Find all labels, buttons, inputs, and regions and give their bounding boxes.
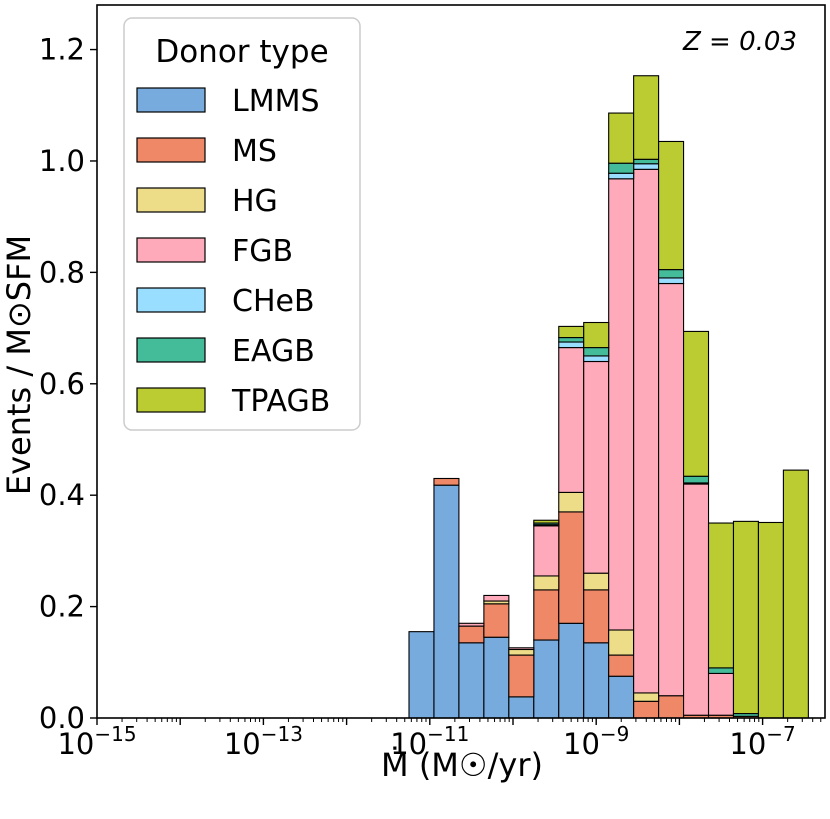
bar-ms-4 (508, 654, 535, 698)
legend-label-eagb: EAGB (232, 334, 315, 369)
bars-group (408, 75, 809, 719)
x-axis: 10−15 10−13 10−11 10−9 10−7 (57, 718, 822, 761)
bar-hg-7 (583, 572, 610, 591)
bar-ms-3 (483, 603, 510, 638)
bar-fgb-4 (508, 647, 535, 651)
bar-fgb-7 (583, 360, 610, 574)
x-tick-label: 10−9 (563, 722, 629, 761)
bar-eagb-9 (633, 158, 660, 165)
y-tick-label: 0.6 (39, 367, 85, 401)
bar-tpagb-9 (633, 75, 660, 160)
bar-lmms-5 (533, 639, 560, 719)
bar-lmms-6 (558, 622, 585, 719)
legend: Donor type LMMS MS HG FGB CHeB EAGB TPAGB (123, 17, 361, 431)
y-tick-label: 0.2 (39, 590, 85, 624)
bar-ms-5 (533, 589, 560, 641)
bar-ms-7 (583, 589, 610, 644)
bar-cheb-10 (658, 277, 685, 285)
bar-ms-2 (458, 625, 485, 644)
bar-lmms-4 (508, 696, 535, 719)
bar-fgb-6 (558, 347, 585, 493)
bar-tpagb-10 (658, 140, 685, 271)
bar-ms-10 (658, 695, 685, 719)
legend-label-lmms: LMMS (232, 84, 320, 119)
legend-swatch-cheb (136, 287, 206, 313)
bar-cheb-6 (558, 341, 585, 349)
bar-ms-8 (608, 654, 635, 677)
bar-fgb-3 (483, 594, 510, 602)
bar-hg-5 (533, 575, 560, 591)
legend-label-hg: HG (232, 184, 278, 219)
bar-eagb-6 (558, 336, 585, 343)
bar-tpagb-8 (608, 112, 635, 164)
y-tick-label: 0.0 (39, 701, 85, 735)
bar-tpagb-11 (683, 330, 710, 477)
legend-label-tpagb: TPAGB (231, 384, 330, 419)
bar-lmms-8 (608, 675, 635, 719)
bar-cheb-7 (583, 355, 610, 363)
bar-fgb-11 (683, 483, 710, 716)
bar-eagb-8 (608, 162, 635, 174)
bar-fgb-10 (658, 282, 685, 697)
y-tick-label: 1.2 (39, 33, 85, 67)
bar-fgb-5 (533, 525, 560, 577)
legend-frame (123, 17, 361, 431)
bar-eagb-11 (683, 475, 710, 484)
plot-frame (96, 4, 826, 719)
legend-swatch-tpagb (136, 387, 206, 413)
x-tick-label: 10−13 (224, 722, 303, 761)
metallicity-annotation: Z = 0.03 (682, 27, 797, 57)
bar-ms-6 (558, 511, 585, 624)
bar-tpagb-7 (583, 321, 610, 349)
legend-label-ms: MS (232, 134, 277, 169)
legend-swatch-eagb (136, 337, 206, 363)
y-axis: 0.0 0.2 0.4 0.6 0.8 1.0 1.2 (39, 33, 97, 735)
legend-title: Donor type (155, 34, 328, 70)
bar-lmms-2 (458, 642, 485, 719)
bar-lmms-0 (408, 631, 435, 719)
legend-swatch-hg (136, 187, 206, 213)
x-tick-label: 10−11 (390, 722, 469, 761)
legend-label-cheb: CHeB (232, 284, 315, 319)
bar-fgb-12 (707, 672, 735, 716)
legend-label-fgb: FGB (232, 234, 293, 269)
bar-eagb-10 (658, 269, 685, 279)
bar-hg-8 (608, 629, 635, 656)
bar-lmms-7 (583, 642, 610, 719)
bar-fgb-9 (633, 168, 660, 694)
bar-tpagb-5 (533, 519, 560, 524)
y-axis-label: Events / M⊙SFM (0, 235, 38, 495)
y-tick-label: 0.4 (39, 478, 85, 512)
bar-cheb-8 (608, 172, 635, 180)
x-tick-label: 10−7 (729, 722, 795, 761)
x-tick-label: 10−15 (57, 722, 136, 761)
bar-ms-1 (433, 477, 460, 486)
y-tick-label: 1.0 (39, 144, 85, 178)
bar-hg-4 (508, 648, 535, 656)
bar-fgb-2 (458, 622, 485, 627)
bar-eagb-12 (707, 667, 735, 674)
legend-swatch-fgb (136, 237, 206, 263)
y-tick-label: 0.8 (39, 255, 85, 289)
bar-tpagb-13 (732, 520, 759, 715)
bar-lmms-3 (483, 636, 510, 719)
bar-tpagb-6 (558, 325, 585, 339)
bar-tpagb-14 (757, 521, 784, 719)
legend-swatch-lmms (136, 87, 206, 113)
legend-swatch-ms (136, 137, 206, 163)
bar-tpagb-12 (707, 522, 735, 669)
x-axis-label: Ṁ (M☉/yr) (381, 746, 543, 784)
bar-hg-9 (633, 692, 660, 702)
bar-lmms-1 (433, 484, 460, 719)
bar-fgb-8 (608, 178, 635, 631)
bar-cheb-9 (633, 163, 660, 170)
bar-ms-9 (633, 700, 660, 719)
bar-eagb-7 (583, 347, 610, 357)
bar-tpagb-15 (782, 469, 809, 719)
bar-hg-6 (558, 491, 585, 513)
